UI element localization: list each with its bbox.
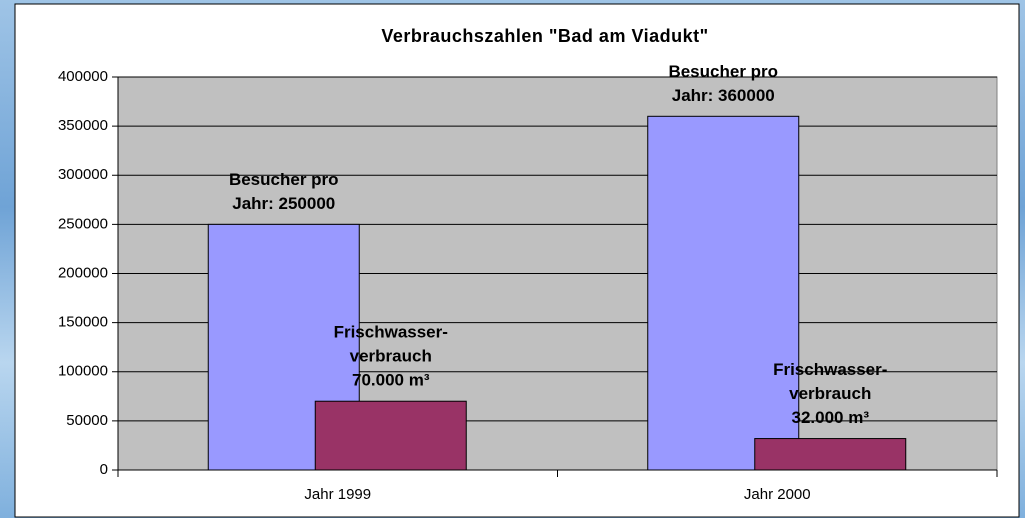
y-tick-label: 150000 bbox=[58, 314, 108, 331]
data-label: Besucher pro bbox=[668, 62, 778, 81]
data-label: verbrauch bbox=[789, 384, 871, 403]
y-tick-label: 350000 bbox=[58, 117, 108, 134]
data-label: Jahr: 250000 bbox=[232, 194, 335, 213]
data-label: Frischwasser- bbox=[334, 323, 448, 342]
bar bbox=[754, 438, 907, 471]
y-tick-label: 300000 bbox=[58, 166, 108, 183]
y-tick-label: 200000 bbox=[58, 264, 108, 281]
chart-title: Verbrauchszahlen "Bad am Viadukt" bbox=[381, 26, 708, 46]
data-label: 32.000 m³ bbox=[792, 408, 870, 427]
x-tick-label: Jahr 2000 bbox=[744, 486, 811, 503]
y-tick-label: 250000 bbox=[58, 215, 108, 232]
y-tick-label: 50000 bbox=[66, 412, 108, 429]
data-label: Jahr: 360000 bbox=[672, 86, 775, 105]
y-tick-label: 100000 bbox=[58, 363, 108, 380]
data-label: 70.000 m³ bbox=[352, 371, 430, 390]
y-tick-label: 0 bbox=[100, 461, 108, 478]
data-label: Besucher pro bbox=[229, 170, 339, 189]
data-label: verbrauch bbox=[350, 347, 432, 366]
bar bbox=[647, 115, 800, 471]
y-tick-label: 400000 bbox=[58, 68, 108, 85]
data-label: Frischwasser- bbox=[773, 360, 887, 379]
bar bbox=[314, 400, 467, 471]
x-tick-label: Jahr 1999 bbox=[304, 486, 371, 503]
